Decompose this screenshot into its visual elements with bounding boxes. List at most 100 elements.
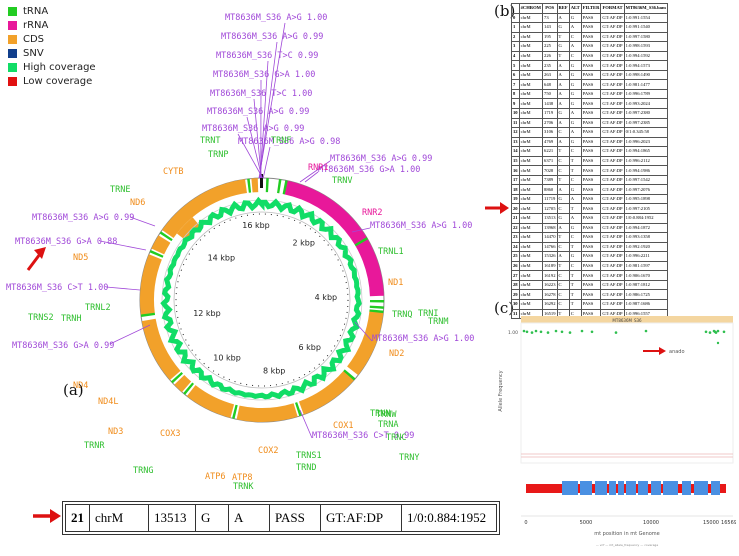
data-point bbox=[525, 330, 529, 334]
table-cell: PASS bbox=[580, 203, 602, 215]
table-row: 28 chrM 16223 C T PASS GT:AF:DP 1:0.987:1812 bbox=[511, 279, 668, 291]
trna-label: TRNC bbox=[386, 433, 406, 443]
table-cell: C bbox=[568, 146, 582, 157]
table-cell: G bbox=[568, 69, 582, 81]
data-point bbox=[580, 329, 584, 333]
trna-label: TRNW bbox=[376, 410, 397, 420]
table-cell: GT:AF:DP bbox=[600, 79, 625, 90]
cell-format: GT:AF:DP bbox=[320, 504, 402, 532]
table-cell: PASS bbox=[580, 60, 602, 71]
table-cell: chrM bbox=[518, 203, 544, 215]
table-cell: PASS bbox=[580, 117, 602, 129]
table-cell: chrM bbox=[518, 146, 544, 157]
annotation-label: anado bbox=[669, 349, 685, 355]
variant-label: MT8636M_S36 A>G 0.99 bbox=[202, 124, 304, 134]
tick-label: 4 kbp bbox=[315, 293, 337, 302]
table-cell: PASS bbox=[580, 22, 602, 33]
table-cell: 8860 bbox=[541, 184, 558, 195]
table-row: 23 chrM 14470 T C PASS GT:AF:DP 1:0.993:1358 bbox=[511, 232, 668, 243]
table-cell: A bbox=[556, 69, 570, 81]
gene-label: COX2 bbox=[258, 446, 278, 456]
table-cell: 1:0.998:1490 bbox=[623, 69, 668, 81]
table-cell: 18 bbox=[511, 184, 520, 195]
trna-label: TRNH bbox=[61, 314, 81, 324]
table-cell: 0/1:0.345:58 bbox=[623, 127, 668, 138]
table-cell: chrM bbox=[518, 88, 544, 100]
rrna-segment bbox=[284, 180, 384, 297]
table-cell: GT:AF:DP bbox=[600, 117, 625, 129]
table-cell: GT:AF:DP bbox=[600, 298, 625, 310]
table-cell: GT:AF:DP bbox=[600, 22, 625, 33]
origin-marker bbox=[260, 174, 263, 188]
table-cell: PASS bbox=[580, 12, 602, 24]
table-cell: 1:0.981:1597 bbox=[623, 260, 668, 272]
table-cell: PASS bbox=[580, 31, 602, 43]
table-cell: PASS bbox=[580, 155, 602, 167]
variant-label: MT8636M_S36 A>G 0.98 bbox=[238, 137, 340, 147]
trna-segment bbox=[183, 382, 195, 395]
trna-label: TRNI bbox=[418, 309, 438, 319]
gene-block bbox=[595, 481, 607, 495]
table-cell: A bbox=[556, 251, 570, 262]
variant-label: MT8636M_S36 A>G 0.99 bbox=[330, 154, 432, 164]
table-cell: 1:0.986:1725 bbox=[623, 289, 668, 300]
table-cell: chrM bbox=[518, 155, 544, 167]
table-cell: chrM bbox=[518, 127, 544, 138]
gene-label: ND5 bbox=[73, 253, 88, 263]
cds-segment bbox=[162, 179, 247, 239]
table-cell: GT:AF:DP bbox=[600, 12, 625, 24]
table-cell: 1:0.997:1542 bbox=[623, 174, 668, 186]
legend-item: SNV bbox=[8, 46, 148, 60]
trna-label: TRNL1 bbox=[378, 247, 404, 257]
table-cell: 1:0.992:1920 bbox=[623, 241, 668, 253]
table-cell: 11719 bbox=[541, 193, 558, 205]
table-row: 3 chrM 225 G A PASS GT:AF:DP 1:0.998:1593 bbox=[511, 41, 668, 52]
table-row: 31 chrM 16519 T C PASS GT:AF:DP 1:0.996:1557 bbox=[511, 308, 668, 320]
gene-label: ATP6 bbox=[205, 472, 225, 482]
table-cell: 3106 bbox=[541, 127, 558, 138]
table-row: 13 chrM 4769 A G PASS GT:AF:DP 1:0.996:2023 bbox=[511, 136, 668, 148]
arrow-icon bbox=[485, 202, 509, 214]
panel-label-c: (c) bbox=[494, 299, 515, 317]
table-cell: G bbox=[568, 136, 582, 148]
table-row: 16 chrM 7028 C T PASS GT:AF:DP 1:0.994:1986 bbox=[511, 165, 668, 176]
table-cell: 4769 bbox=[541, 136, 558, 148]
table-cell: A bbox=[556, 98, 570, 109]
header-cell: POS bbox=[541, 3, 558, 14]
table-cell: T bbox=[556, 232, 570, 243]
gene-label: ND4 bbox=[73, 381, 88, 391]
rrna-label: RNR1 bbox=[308, 163, 328, 173]
legend-label: High coverage bbox=[23, 61, 96, 73]
tick-label: 2 kbp bbox=[292, 238, 314, 247]
table-cell: GT:AF:DP bbox=[600, 251, 625, 262]
table-cell: A bbox=[556, 136, 570, 148]
table-cell: GT:AF:DP bbox=[600, 222, 625, 234]
table-cell: 7389 bbox=[541, 174, 558, 186]
table-row: 6 chrM 263 A G PASS GT:AF:DP 1:0.998:1490 bbox=[511, 69, 668, 81]
table-row: 21 chrM 13513 G A PASS GT:AF:DP 1/0:0.88… bbox=[65, 504, 497, 532]
legend-label: CDS bbox=[23, 33, 45, 45]
table-cell: 73 bbox=[541, 12, 558, 24]
trna-label: TRNM bbox=[428, 317, 448, 327]
trna-label: TRNK bbox=[233, 482, 254, 492]
trna-label: TRNP bbox=[208, 150, 228, 160]
table-cell: A bbox=[568, 193, 582, 205]
table-cell: G bbox=[568, 117, 582, 129]
x-tick-label: 15000 bbox=[703, 520, 719, 526]
variant-label: MT8636M_S36 A>G 1.00 bbox=[225, 13, 327, 23]
variant-connector bbox=[105, 286, 141, 291]
vcf-table-panel: #CHROM POS REF ALT FILTER FORMAT MT8636M_S36.b… bbox=[511, 3, 668, 320]
table-cell: 648 bbox=[541, 79, 558, 90]
table-cell: C bbox=[568, 174, 582, 186]
data-point bbox=[522, 329, 526, 333]
trna-label: TRNA bbox=[378, 420, 398, 430]
arrow-icon bbox=[33, 509, 61, 523]
table-cell: A bbox=[568, 213, 582, 224]
variant-connector bbox=[246, 116, 263, 179]
trna-segment bbox=[149, 249, 164, 258]
trna-label: TRNN bbox=[370, 409, 390, 419]
table-cell: 4 bbox=[511, 50, 520, 62]
rrna-label: RNR2 bbox=[362, 208, 382, 218]
trna-label: TRNR bbox=[84, 441, 105, 451]
table-cell: chrM bbox=[518, 184, 544, 195]
